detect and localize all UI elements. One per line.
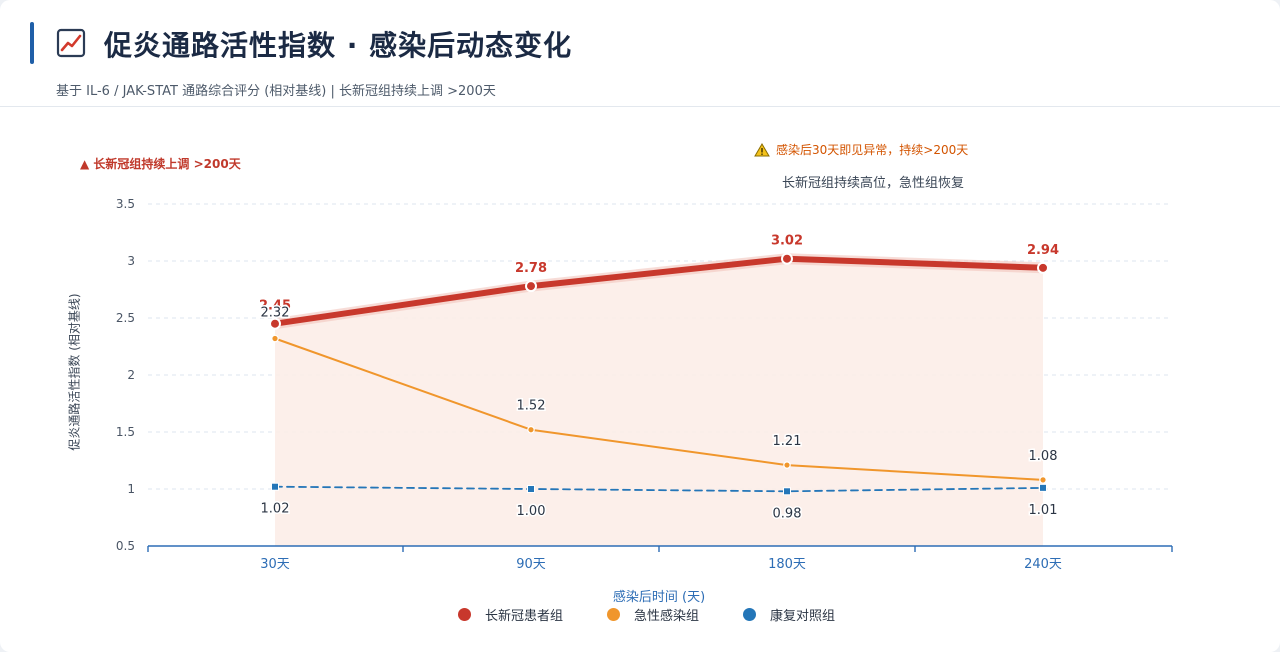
x-tick-label: 180天 bbox=[768, 557, 806, 572]
legend-label-long-covid: 长新冠患者组 bbox=[485, 608, 564, 624]
y-tick-label: 3.5 bbox=[116, 197, 135, 211]
data-label-acute: 2.32 bbox=[261, 306, 290, 321]
data-point-acute bbox=[783, 461, 791, 469]
x-tick-label: 240天 bbox=[1024, 557, 1062, 572]
data-label-long-covid: 2.94 bbox=[1027, 243, 1059, 258]
y-tick-label: 2 bbox=[127, 368, 135, 382]
legend-item-recovered[interactable]: 康复对照组 bbox=[743, 605, 835, 624]
data-point-long-covid bbox=[1037, 261, 1049, 274]
x-axis-label: 感染后时间 (天) bbox=[612, 590, 706, 605]
data-point-long-covid bbox=[525, 280, 537, 293]
data-label-recovered: 1.02 bbox=[261, 502, 290, 517]
x-tick-label: 90天 bbox=[516, 557, 546, 572]
warning-triangle-icon bbox=[754, 143, 770, 157]
legend-item-acute[interactable]: 急性感染组 bbox=[607, 605, 699, 624]
legend-item-long-covid[interactable]: 长新冠患者组 bbox=[458, 605, 563, 624]
series-line-long-covid bbox=[272, 255, 1046, 327]
data-point-recovered bbox=[527, 485, 535, 493]
data-point-long-covid bbox=[781, 252, 793, 265]
data-label-recovered: 1.01 bbox=[1029, 503, 1058, 518]
x-tick-label: 30天 bbox=[260, 557, 290, 572]
page-title: 促炎通路活性指数 · 感染后动态变化 bbox=[104, 29, 573, 62]
chart-line-up-icon bbox=[56, 28, 86, 58]
onset-annotation: 感染后30天即见异常，持续>200天 bbox=[754, 141, 968, 158]
data-point-acute bbox=[1039, 476, 1047, 484]
legend-label-recovered: 康复对照组 bbox=[770, 608, 836, 624]
data-label-acute: 1.08 bbox=[1029, 449, 1058, 464]
data-point-long-covid bbox=[269, 317, 281, 330]
data-label-long-covid: 3.02 bbox=[771, 234, 803, 249]
series-line-acute bbox=[274, 337, 1044, 481]
data-label-long-covid: 2.78 bbox=[515, 261, 547, 276]
long-covid-area bbox=[275, 258, 1043, 546]
y-tick-label: 2.5 bbox=[116, 311, 135, 325]
chart-legend: 长新冠患者组 急性感染组 康复对照组 bbox=[458, 604, 835, 624]
data-label-acute: 1.21 bbox=[773, 434, 802, 449]
data-point-recovered bbox=[271, 482, 279, 491]
legend-label-acute: 急性感染组 bbox=[634, 608, 700, 624]
onset-annotation-text: 感染后30天即见异常，持续>200天 bbox=[776, 143, 969, 157]
header-accent-bar bbox=[30, 22, 34, 64]
legend-swatch-long-covid bbox=[458, 607, 471, 621]
y-axis-label: 促炎通路活性指数 (相对基线) bbox=[67, 293, 82, 451]
data-point-acute bbox=[271, 334, 279, 343]
data-point-recovered bbox=[1039, 483, 1047, 492]
data-label-acute: 1.52 bbox=[517, 399, 546, 414]
data-label-recovered: 0.98 bbox=[773, 506, 802, 521]
data-label-long-covid: 2.45 bbox=[259, 299, 291, 314]
y-tick-label: 1 bbox=[127, 482, 135, 496]
chart-header: 促炎通路活性指数 · 感染后动态变化 基于 IL-6 / JAK-STAT 通路… bbox=[0, 0, 1280, 107]
legend-swatch-acute bbox=[607, 607, 621, 621]
data-point-recovered bbox=[783, 487, 791, 496]
data-point-acute bbox=[527, 425, 535, 434]
page-subtitle: 基于 IL-6 / JAK-STAT 通路综合评分 (相对基线) | 长新冠组持… bbox=[56, 84, 496, 99]
series-line-recovered bbox=[274, 485, 1044, 493]
y-tick-label: 1.5 bbox=[116, 425, 135, 439]
legend-swatch-recovered bbox=[743, 607, 757, 621]
data-label-recovered: 1.00 bbox=[517, 504, 546, 519]
y-tick-label: 0.5 bbox=[116, 539, 135, 553]
y-tick-label: 3 bbox=[127, 254, 135, 268]
trend-annotation: 长新冠组持续高位，急性组恢复 bbox=[782, 176, 965, 191]
long-covid-annotation: ▲ 长新冠组持续上调 >200天 bbox=[80, 157, 241, 171]
